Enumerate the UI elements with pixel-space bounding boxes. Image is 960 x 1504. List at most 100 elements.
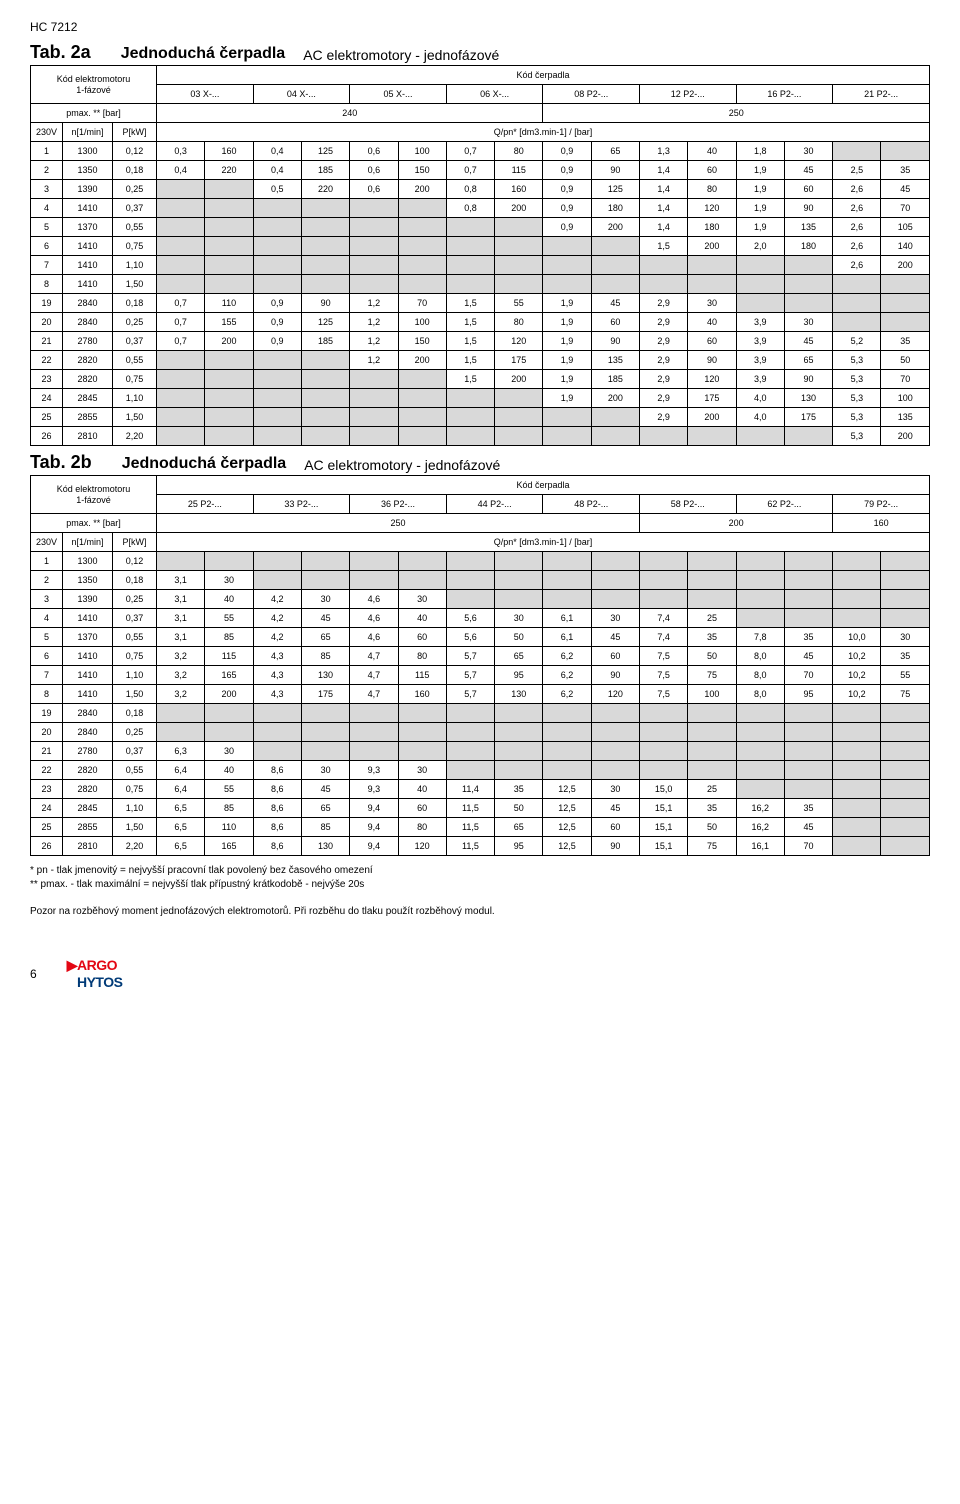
table-cell bbox=[350, 742, 398, 761]
table-cell: 80 bbox=[495, 142, 543, 161]
table-cell: 105 bbox=[881, 218, 930, 237]
table-cell: 125 bbox=[301, 313, 349, 332]
table-cell bbox=[205, 427, 253, 446]
table-cell bbox=[640, 704, 688, 723]
table-cell: 0,6 bbox=[350, 142, 398, 161]
table-cell bbox=[157, 389, 205, 408]
table-cell: 8,0 bbox=[736, 685, 784, 704]
pmax-b-1: 200 bbox=[640, 514, 833, 533]
table-row: 213500,180,42200,41850,61500,71150,9901,… bbox=[31, 161, 930, 180]
table-cell: 1,5 bbox=[446, 370, 494, 389]
table-cell bbox=[398, 199, 446, 218]
table-cell: 0,4 bbox=[253, 161, 301, 180]
table-cell bbox=[446, 761, 494, 780]
table-cell bbox=[398, 370, 446, 389]
table-cell bbox=[398, 723, 446, 742]
table-cell bbox=[640, 256, 688, 275]
table-cell: 0,8 bbox=[446, 180, 494, 199]
table-cell: 90 bbox=[591, 161, 639, 180]
table-cell: 50 bbox=[688, 647, 736, 666]
table-cell: 200 bbox=[591, 389, 639, 408]
pump-label-a: Kód čerpadla bbox=[157, 66, 930, 85]
table-cell: 1,9 bbox=[543, 389, 591, 408]
pump-code-cell: 05 X-... bbox=[350, 85, 447, 104]
table-cell: 1,4 bbox=[640, 180, 688, 199]
table-cell: 80 bbox=[495, 313, 543, 332]
table-cell: 135 bbox=[591, 351, 639, 370]
table-cell bbox=[301, 275, 349, 294]
table-cell: 2780 bbox=[63, 742, 113, 761]
table-cell: 65 bbox=[301, 628, 349, 647]
table-cell: 0,25 bbox=[113, 590, 157, 609]
table-cell: 185 bbox=[301, 332, 349, 351]
table-cell: 4,2 bbox=[253, 590, 301, 609]
table-cell: 130 bbox=[495, 685, 543, 704]
table-cell: 200 bbox=[398, 351, 446, 370]
table-cell bbox=[833, 609, 881, 628]
table-cell bbox=[784, 552, 832, 571]
table-cell: 1350 bbox=[63, 161, 113, 180]
table-cell: 55 bbox=[205, 780, 253, 799]
table-cell: 12,5 bbox=[543, 799, 591, 818]
q-label-a: Q/pn* [dm3.min-1] / [bar] bbox=[157, 123, 930, 142]
table-cell bbox=[688, 742, 736, 761]
table-cell bbox=[736, 780, 784, 799]
table-cell: 0,18 bbox=[113, 294, 157, 313]
table-cell bbox=[446, 275, 494, 294]
table-cell: 30 bbox=[301, 590, 349, 609]
table-cell: 15,1 bbox=[640, 799, 688, 818]
table-cell bbox=[350, 571, 398, 590]
table-cell: 175 bbox=[301, 685, 349, 704]
table-cell bbox=[591, 427, 639, 446]
table-cell: 120 bbox=[398, 837, 446, 856]
table-cell bbox=[301, 256, 349, 275]
table-cell bbox=[253, 275, 301, 294]
table-cell bbox=[833, 818, 881, 837]
table-cell: 115 bbox=[495, 161, 543, 180]
pump-code-cell: 48 P2-... bbox=[543, 495, 640, 514]
table-cell: 2,9 bbox=[640, 370, 688, 389]
table-cell: 155 bbox=[205, 313, 253, 332]
table-cell: 0,9 bbox=[253, 313, 301, 332]
table-cell: 45 bbox=[784, 647, 832, 666]
table-cell: 8,6 bbox=[253, 799, 301, 818]
table-cell: 140 bbox=[881, 237, 930, 256]
table-cell: 45 bbox=[301, 780, 349, 799]
table-cell: 0,18 bbox=[113, 571, 157, 590]
table-row: 2127800,370,72000,91851,21501,51201,9902… bbox=[31, 332, 930, 351]
tab2a-title-row: Tab. 2a Jednoduchá čerpadla AC elektromo… bbox=[30, 42, 930, 63]
table-cell: 5,3 bbox=[833, 370, 881, 389]
table-cell bbox=[205, 370, 253, 389]
table-cell: 85 bbox=[205, 799, 253, 818]
table-cell: 110 bbox=[205, 818, 253, 837]
table-cell: 5,3 bbox=[833, 389, 881, 408]
table-cell: 1,50 bbox=[113, 408, 157, 427]
table-cell: 1350 bbox=[63, 571, 113, 590]
tab2b-title-row: Tab. 2b Jednoduchá čerpadla AC elektromo… bbox=[30, 452, 930, 473]
table-cell: 30 bbox=[205, 571, 253, 590]
table-row: 1928400,180,71100,9901,2701,5551,9452,93… bbox=[31, 294, 930, 313]
footnote-2: ** pmax. - tlak maximální = nejvyšší tla… bbox=[30, 878, 930, 892]
table-cell bbox=[253, 552, 301, 571]
table-cell: 4,2 bbox=[253, 628, 301, 647]
table-cell: 9,3 bbox=[350, 780, 398, 799]
pump-code-cell: 03 X-... bbox=[157, 85, 254, 104]
footer: 6 ▶ARGO ▶HYTOS bbox=[30, 957, 930, 991]
table-cell: 85 bbox=[301, 818, 349, 837]
table-cell bbox=[881, 799, 930, 818]
table-cell: 1390 bbox=[63, 590, 113, 609]
table-cell bbox=[640, 761, 688, 780]
v-label-a: 230V bbox=[31, 123, 63, 142]
table-cell: 80 bbox=[688, 180, 736, 199]
table-cell bbox=[784, 590, 832, 609]
table-cell: 60 bbox=[688, 161, 736, 180]
table-cell: 120 bbox=[495, 332, 543, 351]
table-cell: 1,9 bbox=[543, 313, 591, 332]
table-cell bbox=[301, 427, 349, 446]
pump-code-cell: 21 P2-... bbox=[833, 85, 930, 104]
table-cell bbox=[205, 408, 253, 427]
table-cell: 11,4 bbox=[446, 780, 494, 799]
table-cell: 7,8 bbox=[736, 628, 784, 647]
table-cell: 3 bbox=[31, 590, 63, 609]
table-cell: 1,5 bbox=[446, 332, 494, 351]
